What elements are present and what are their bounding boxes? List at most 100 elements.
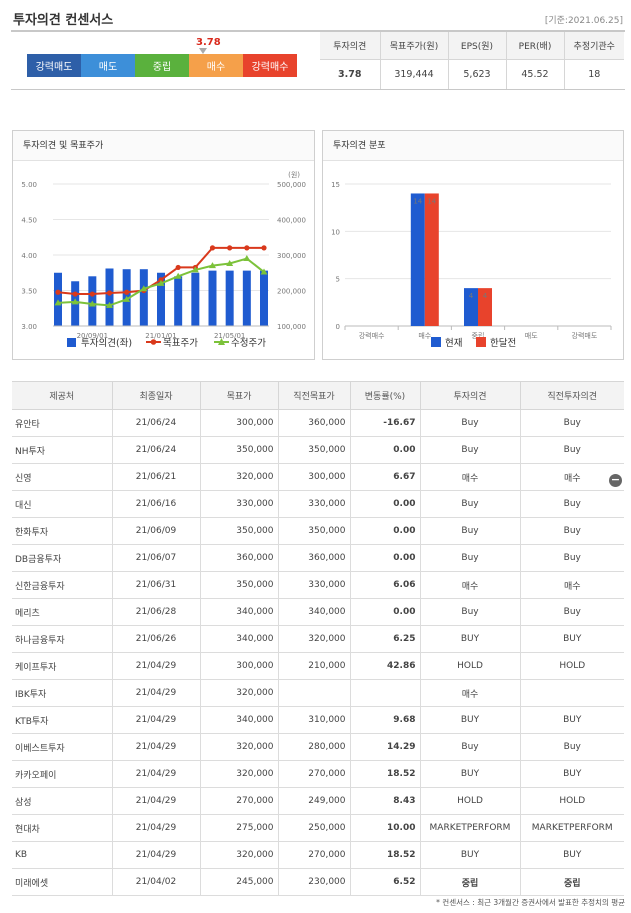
legend-target-price-label: 목표주가 <box>163 338 198 349</box>
table-row: IBK투자 21/04/29 320,000 매수 <box>12 679 624 707</box>
prev-opinion: 매수 <box>519 571 624 599</box>
last-date: 21/06/07 <box>111 544 201 572</box>
broker-name: 대신 <box>12 490 113 518</box>
target-price-point <box>227 245 233 251</box>
broker-table: 제공처 최종일자 목표가 직전목표가 변동률(%) 투자의견 직전투자의견 유안타 21/06… <box>12 381 624 896</box>
prev-opinion: Buy <box>519 409 624 437</box>
prev-target-price: 320,000 <box>277 625 351 653</box>
y-tick-label: 10 <box>331 228 340 236</box>
last-date: 21/04/02 <box>111 868 201 896</box>
prev-target-price: 210,000 <box>277 652 351 680</box>
opinion: 중립 <box>419 868 521 896</box>
change-rate: 6.25 <box>349 625 421 653</box>
opinion-bar <box>105 268 114 326</box>
last-date: 21/04/29 <box>111 841 201 869</box>
target-price-point <box>124 289 130 295</box>
table-row: 미래에셋 21/04/02 245,000 230,000 6.52 중립 중립 <box>12 868 624 896</box>
target-price-point <box>89 291 95 297</box>
opinion: BUY <box>419 625 521 653</box>
y-right-tick-label: 300,000 <box>277 252 306 260</box>
last-date: 21/06/28 <box>111 598 201 626</box>
prev-target-price: 230,000 <box>277 868 351 896</box>
legend-month-ago-label: 한달전 <box>490 337 516 349</box>
last-date: 21/04/29 <box>111 679 201 707</box>
gauge-segment-sell: 매도 <box>81 54 135 77</box>
change-rate: 10.00 <box>349 814 421 842</box>
broker-table-header: 목표가 <box>199 381 279 410</box>
prev-opinion: HOLD <box>519 787 624 815</box>
change-rate: 0.00 <box>349 517 421 545</box>
prev-opinion: BUY <box>519 841 624 869</box>
prev-opinion: HOLD <box>519 652 624 680</box>
target-price-point <box>244 245 250 251</box>
target-price: 340,000 <box>199 625 279 653</box>
prev-opinion: Buy <box>519 436 624 464</box>
legend-adjusted-price-marker <box>218 338 225 345</box>
broker-name: IBK투자 <box>12 679 113 707</box>
bar-value-label: 14 <box>427 197 436 205</box>
broker-name: KTB투자 <box>12 706 113 734</box>
table-row: 대신 21/06/16 330,000 330,000 0.00 Buy Buy <box>12 490 624 518</box>
change-rate: 8.43 <box>349 787 421 815</box>
y-left-tick-label: 5.00 <box>21 181 37 189</box>
opinion-bar <box>191 272 200 326</box>
prev-opinion: 중립 <box>519 868 624 896</box>
opinion-bar <box>242 270 251 326</box>
broker-table-header: 직전목표가 <box>277 381 351 410</box>
panel-title: 투자의견 분포 <box>323 131 623 161</box>
prev-opinion: 매수 <box>519 463 624 491</box>
prev-target-price: 270,000 <box>277 841 351 869</box>
target-price: 320,000 <box>199 733 279 761</box>
prev-target-price: 250,000 <box>277 814 351 842</box>
last-date: 21/04/29 <box>111 787 201 815</box>
gauge-value: 3.78 <box>196 37 221 48</box>
opinion-bar <box>260 270 268 326</box>
gauge-segment-buy: 매수 <box>189 54 243 77</box>
opinion: BUY <box>419 841 521 869</box>
target-price: 350,000 <box>199 571 279 599</box>
adjusted-price-point <box>106 301 113 308</box>
footnote: * 컨센서스 : 최근 3개월간 증권사에서 발표한 추정치의 평균 <box>436 898 625 907</box>
broker-table-header: 투자의견 <box>419 381 521 410</box>
target-price: 350,000 <box>199 436 279 464</box>
y-right-tick-label: 500,000 <box>277 181 306 189</box>
minus-circle-icon[interactable]: − <box>609 473 622 487</box>
table-row: 삼성 21/04/29 270,000 249,000 8.43 HOLD HOLD <box>12 787 624 815</box>
target-price: 270,000 <box>199 787 279 815</box>
opinion: Buy <box>419 517 521 545</box>
target-price: 300,000 <box>199 652 279 680</box>
gauge-segment-strong-sell: 강력매도 <box>27 54 81 77</box>
last-date: 21/04/29 <box>111 652 201 680</box>
consensus-header: PER(배) <box>505 32 564 60</box>
consensus-header: EPS(원) <box>447 32 506 60</box>
opinion: Buy <box>419 490 521 518</box>
last-date: 21/06/09 <box>111 517 201 545</box>
x-tick-label: 21/01/01 <box>145 332 176 340</box>
prev-target-price: 360,000 <box>277 544 351 572</box>
broker-table-header: 최종일자 <box>111 381 201 410</box>
broker-name: 메리츠 <box>12 598 113 626</box>
table-row: 하나금융투자 21/06/26 340,000 320,000 6.25 BUY BUY <box>12 625 624 653</box>
broker-name: 케이프투자 <box>12 652 113 680</box>
y-right-tick-label: 100,000 <box>277 323 306 331</box>
prev-target-price: 300,000 <box>277 463 351 491</box>
broker-name: 신한금융투자 <box>12 571 113 599</box>
opinion-bar <box>54 272 62 326</box>
consensus-opinion: 3.78 <box>338 68 362 80</box>
broker-table-header: 직전투자의견 <box>519 381 624 410</box>
x-tick-label: 강력매수 <box>359 331 385 340</box>
table-row: KTB투자 21/04/29 340,000 310,000 9.68 BUY BUY <box>12 706 624 734</box>
opinion: Buy <box>419 409 521 437</box>
prev-target-price: 330,000 <box>277 571 351 599</box>
last-date: 21/06/21 <box>111 463 201 491</box>
gauge-segment-neutral: 중립 <box>135 54 189 77</box>
consensus-per: 45.52 <box>505 59 564 89</box>
adjusted-price-point <box>54 299 62 306</box>
adjusted-price-point <box>123 295 131 302</box>
opinion-gauge: 강력매도 매도 중립 매수 강력매수 <box>27 54 297 77</box>
legend-target-price-marker <box>150 339 157 345</box>
change-rate: 18.52 <box>349 841 421 869</box>
prev-target-price: 330,000 <box>277 490 351 518</box>
prev-target-price: 350,000 <box>277 517 351 545</box>
x-tick-label: 매도 <box>525 332 538 340</box>
